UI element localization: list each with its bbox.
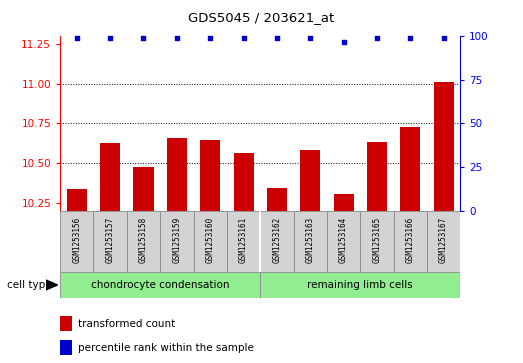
Bar <box>167 138 187 211</box>
Point <box>439 35 448 41</box>
Bar <box>200 140 220 211</box>
Text: GSM1253160: GSM1253160 <box>206 217 214 263</box>
Bar <box>67 189 87 211</box>
Point <box>106 35 115 41</box>
Bar <box>293 211 327 272</box>
Text: GSM1253167: GSM1253167 <box>439 217 448 263</box>
Text: GSM1253159: GSM1253159 <box>173 217 181 263</box>
Text: percentile rank within the sample: percentile rank within the sample <box>78 343 254 353</box>
Text: GSM1253161: GSM1253161 <box>239 217 248 263</box>
Bar <box>160 211 194 272</box>
Text: remaining limb cells: remaining limb cells <box>308 280 413 290</box>
Point <box>373 35 381 41</box>
Bar <box>334 194 354 211</box>
Point <box>73 35 81 41</box>
Text: GDS5045 / 203621_at: GDS5045 / 203621_at <box>188 11 335 24</box>
Text: GSM1253163: GSM1253163 <box>306 217 315 263</box>
Bar <box>100 143 120 211</box>
Text: cell type: cell type <box>7 280 51 290</box>
Text: GSM1253166: GSM1253166 <box>406 217 415 263</box>
Bar <box>327 211 360 272</box>
Text: GSM1253162: GSM1253162 <box>272 217 281 263</box>
Bar <box>133 167 154 211</box>
Point <box>240 35 248 41</box>
Bar <box>60 316 72 331</box>
Bar <box>427 211 460 272</box>
Bar <box>194 211 227 272</box>
Point <box>272 35 281 41</box>
Polygon shape <box>46 280 58 290</box>
Point <box>206 35 214 41</box>
Text: chondrocyte condensation: chondrocyte condensation <box>91 280 230 290</box>
Text: GSM1253165: GSM1253165 <box>372 217 381 263</box>
Bar <box>434 82 453 211</box>
Bar <box>60 272 260 298</box>
Bar <box>367 142 387 211</box>
Point <box>406 35 414 41</box>
Point <box>173 35 181 41</box>
Bar <box>60 340 72 355</box>
Point <box>139 35 147 41</box>
Text: GSM1253157: GSM1253157 <box>106 217 115 263</box>
Bar <box>260 272 460 298</box>
Text: GSM1253156: GSM1253156 <box>72 217 81 263</box>
Bar <box>260 211 293 272</box>
Bar <box>233 153 254 211</box>
Bar <box>360 211 393 272</box>
Text: transformed count: transformed count <box>78 319 175 329</box>
Bar <box>300 150 320 211</box>
Bar <box>127 211 160 272</box>
Bar <box>267 188 287 211</box>
Bar <box>400 127 420 211</box>
Text: GSM1253164: GSM1253164 <box>339 217 348 263</box>
Bar <box>394 211 427 272</box>
Point <box>339 38 348 44</box>
Point <box>306 35 314 41</box>
Bar <box>94 211 127 272</box>
Bar <box>227 211 260 272</box>
Text: GSM1253158: GSM1253158 <box>139 217 148 263</box>
Bar <box>60 211 94 272</box>
